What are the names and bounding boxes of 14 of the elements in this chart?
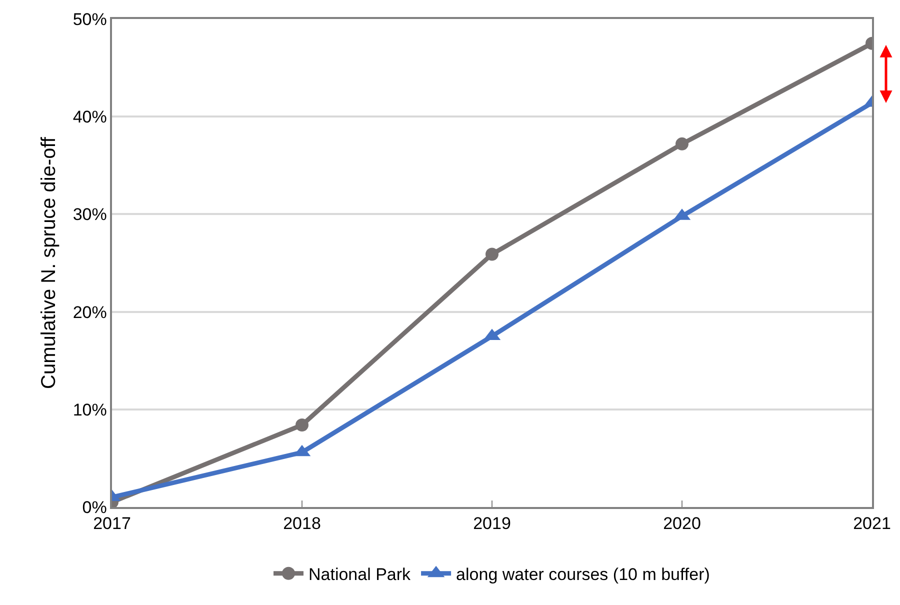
y-tick-label: 40% [72, 108, 107, 127]
x-tick-label: 2019 [473, 514, 511, 534]
y-tick-label: 10% [72, 400, 107, 420]
x-tick-label: 2017 [93, 514, 131, 534]
y-axis-title: Cumulative N. spruce die-off [38, 136, 60, 389]
x-tick-label: 2020 [663, 514, 701, 534]
y-tick-label: 0% [82, 498, 107, 517]
x-tick-label: 2021 [853, 514, 891, 534]
y-tick-label: 50% [72, 10, 107, 29]
y-tick-label: 20% [72, 302, 107, 322]
y-tick-label: 30% [72, 205, 107, 224]
legend-label: National Park [308, 564, 412, 584]
x-tick-label: 2018 [283, 514, 321, 534]
legend-label: along water courses (10 m buffer) [456, 564, 710, 584]
